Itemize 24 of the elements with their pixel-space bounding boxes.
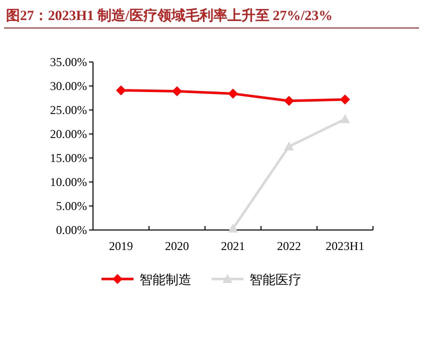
x-tick-label: 2020	[165, 239, 189, 253]
point	[116, 85, 126, 96]
x-tick-label: 2023H1	[326, 239, 364, 253]
x-tick-label: 2022	[277, 239, 301, 253]
point	[284, 96, 294, 106]
y-tick-label: 35.00%	[50, 55, 87, 69]
y-tick-label: 20.00%	[50, 127, 87, 141]
chart-title: 图27：2023H1 制造/医疗领域毛利率上升至 27%/23%	[6, 7, 333, 24]
legend-label: 智能制造	[140, 272, 192, 287]
point	[228, 88, 238, 99]
point	[284, 141, 294, 150]
point	[172, 86, 182, 96]
point	[340, 94, 350, 104]
y-tick-label: 5.00%	[56, 199, 87, 213]
y-tick-label: 25.00%	[50, 103, 87, 117]
x-tick-label: 2021	[221, 239, 245, 253]
x-tick-label: 2019	[109, 239, 133, 253]
y-tick-label: 0.00%	[56, 223, 87, 237]
y-tick-label: 15.00%	[50, 151, 87, 165]
y-tick-label: 10.00%	[50, 175, 87, 189]
legend-label: 智能医疗	[250, 272, 302, 287]
point	[228, 224, 238, 233]
point	[340, 114, 350, 124]
y-tick-label: 30.00%	[50, 79, 87, 93]
